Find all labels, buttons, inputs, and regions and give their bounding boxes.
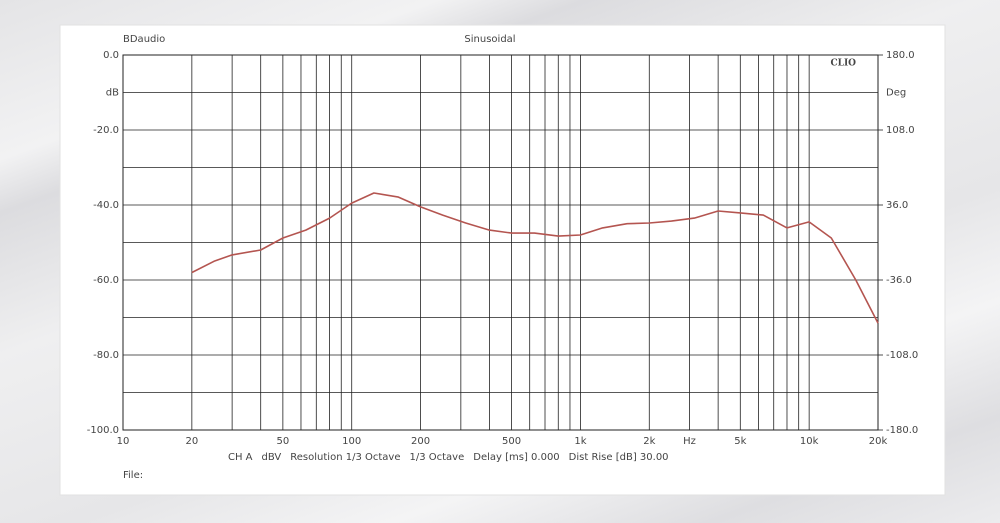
plot-frame bbox=[122, 54, 879, 431]
x-tick-label: 2k bbox=[643, 436, 655, 447]
y-tick-label: -40.0 bbox=[93, 200, 119, 211]
setting-label: CH A bbox=[228, 452, 253, 463]
setting-label: dBV bbox=[262, 452, 282, 463]
y-tick-label: 0.0 bbox=[103, 50, 119, 61]
y2-tick-label: 180.0 bbox=[886, 50, 915, 61]
x-tick-label: 50 bbox=[276, 436, 289, 447]
x-tick-label: 20 bbox=[185, 436, 198, 447]
setting-label: 1/3 Octave bbox=[409, 452, 464, 463]
setting-label: Resolution 1/3 Octave bbox=[290, 452, 400, 463]
y2-tick-label: 108.0 bbox=[886, 125, 915, 136]
y2-tick-label: 36.0 bbox=[886, 200, 908, 211]
x-tick-label: 5k bbox=[734, 436, 746, 447]
y2-unit: Deg bbox=[886, 88, 906, 99]
file-label: File: bbox=[123, 470, 143, 481]
y-unit: dB bbox=[106, 88, 119, 99]
y-tick-label: -20.0 bbox=[93, 125, 119, 136]
panel bbox=[59, 24, 946, 496]
setting-label: Dist Rise [dB] 30.00 bbox=[569, 452, 669, 463]
y2-tick-label: -108.0 bbox=[886, 350, 918, 361]
y2-tick-label: -36.0 bbox=[886, 275, 912, 286]
y-tick-label: -60.0 bbox=[93, 275, 119, 286]
x-tick-label: 10k bbox=[800, 436, 819, 447]
setting-label: Delay [ms] 0.000 bbox=[473, 452, 559, 463]
y-tick-label: -80.0 bbox=[93, 350, 119, 361]
x-tick-label: 10 bbox=[117, 436, 130, 447]
x-unit: Hz bbox=[683, 436, 696, 447]
x-tick-label: 20k bbox=[869, 436, 888, 447]
brand: BDaudio bbox=[123, 34, 165, 45]
chart-title: Sinusoidal bbox=[464, 34, 515, 45]
response-line bbox=[191, 192, 879, 324]
x-tick-label: 200 bbox=[411, 436, 430, 447]
x-tick-label: 100 bbox=[342, 436, 361, 447]
x-tick-label: 500 bbox=[502, 436, 521, 447]
y2-tick-label: -180.0 bbox=[886, 425, 918, 436]
software-label: CLIO bbox=[830, 59, 856, 69]
y-tick-label: -100.0 bbox=[87, 425, 119, 436]
x-tick-label: 1k bbox=[574, 436, 586, 447]
